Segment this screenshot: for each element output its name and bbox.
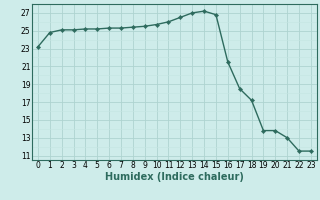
X-axis label: Humidex (Indice chaleur): Humidex (Indice chaleur) (105, 172, 244, 182)
